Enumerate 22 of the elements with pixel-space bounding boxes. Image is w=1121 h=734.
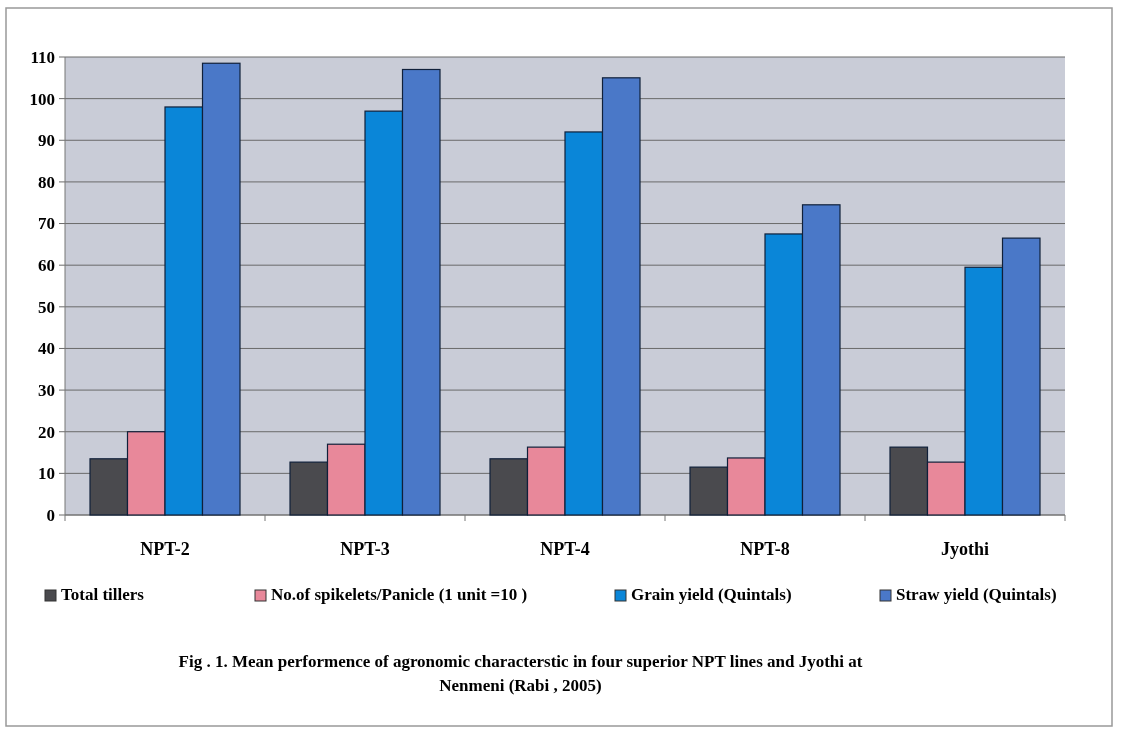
- y-tick-label: 70: [38, 214, 55, 234]
- y-tick-label: 50: [38, 297, 55, 317]
- x-tick-label: NPT-8: [740, 539, 790, 559]
- x-tick-label: NPT-3: [340, 539, 390, 559]
- legend-label: No.of spikelets/Panicle (1 unit =10 ): [271, 585, 528, 604]
- x-tick-label: NPT-2: [140, 539, 190, 559]
- x-tick-label: Jyothi: [940, 539, 990, 559]
- y-tick-label: 0: [46, 505, 55, 525]
- legend-label: Straw yield (Quintals): [896, 585, 1057, 604]
- y-tick-label: 80: [38, 172, 55, 192]
- legend-label: Grain yield (Quintals): [631, 585, 792, 604]
- y-tick-label: 90: [38, 131, 55, 151]
- y-tick-label: 110: [30, 47, 55, 67]
- legend-label: Total tillers: [61, 585, 145, 604]
- y-tick-label: 30: [38, 381, 55, 401]
- text: Fig . 1. Mean performence of agronomic characterstic in four superior NPT lines and Jyothi at Nenmeni (Rabi , 2005): [178, 652, 863, 695]
- y-tick-label: 40: [38, 339, 55, 359]
- y-tick-label: 60: [38, 256, 55, 276]
- y-tick-label: 20: [38, 422, 55, 442]
- y-tick-label: 100: [29, 89, 55, 109]
- y-tick-label: 10: [38, 464, 55, 484]
- x-tick-label: NPT-4: [540, 539, 590, 559]
